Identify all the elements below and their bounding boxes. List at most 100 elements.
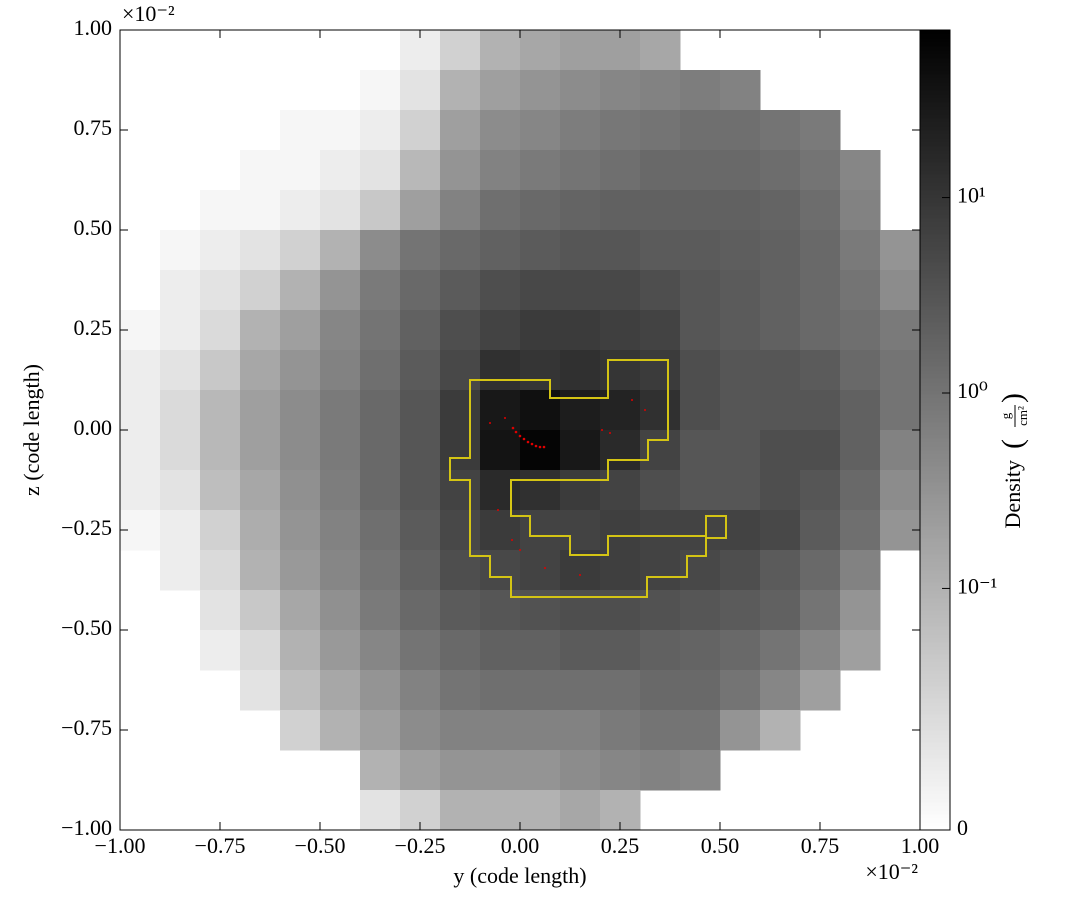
colorbar-strip (920, 802, 950, 807)
cell (600, 350, 641, 391)
cell (640, 430, 681, 471)
cell (640, 470, 681, 511)
cell (320, 190, 361, 231)
colorbar-strip (920, 686, 950, 691)
colorbar-strip (920, 414, 950, 419)
colorbar-strip (920, 318, 950, 323)
colorbar-strip (920, 730, 950, 735)
colorbar-strip (920, 30, 950, 35)
colorbar-strip (920, 822, 950, 827)
cell (840, 510, 881, 551)
cell (600, 110, 641, 151)
cell (320, 150, 361, 191)
cell (440, 190, 481, 231)
colorbar-strip (920, 510, 950, 515)
cell (520, 670, 561, 711)
cell (320, 350, 361, 391)
colorbar-strip (920, 466, 950, 471)
cell (440, 430, 481, 471)
cell (360, 150, 401, 191)
cell (760, 590, 801, 631)
cell (720, 470, 761, 511)
cell (600, 150, 641, 191)
cell (360, 510, 401, 551)
colorbar-strip (920, 226, 950, 231)
colorbar-strip (920, 366, 950, 371)
colorbar-strip (920, 150, 950, 155)
colorbar-strip (920, 770, 950, 775)
cell (280, 470, 321, 511)
colorbar-strip (920, 606, 950, 611)
cell (440, 470, 481, 511)
colorbar-strip (920, 142, 950, 147)
cell (160, 270, 201, 311)
colorbar-strip (920, 674, 950, 679)
colorbar-strip (920, 618, 950, 623)
cell (880, 430, 921, 471)
colorbar-strip (920, 798, 950, 803)
cell (680, 630, 721, 671)
cell (880, 270, 921, 311)
colorbar-strip (920, 346, 950, 351)
colorbar-strip (920, 474, 950, 479)
colorbar-strip (920, 630, 950, 635)
cell (760, 550, 801, 591)
colorbar-strip (920, 370, 950, 375)
colorbar-tick-label: 10⁻¹ (957, 573, 997, 598)
cell (520, 710, 561, 751)
cell (800, 350, 841, 391)
cell (320, 310, 361, 351)
colorbar-strip (920, 654, 950, 659)
cell (600, 710, 641, 751)
cell (200, 270, 241, 311)
colorbar-strip (920, 302, 950, 307)
cell (760, 630, 801, 671)
cell (800, 150, 841, 191)
colorbar-tick-label: 0 (957, 815, 968, 840)
cell (480, 190, 521, 231)
colorbar-strip (920, 234, 950, 239)
cell (440, 70, 481, 111)
cell (600, 390, 641, 431)
colorbar-strip (920, 54, 950, 59)
colorbar-strip (920, 774, 950, 779)
cell (640, 150, 681, 191)
colorbar-strip (920, 162, 950, 167)
cell (320, 270, 361, 311)
cell (880, 230, 921, 271)
colorbar-strip (920, 342, 950, 347)
y-tick-label: −1.00 (61, 815, 112, 840)
cell (720, 150, 761, 191)
cell (320, 510, 361, 551)
colorbar-strip (920, 158, 950, 163)
cell (320, 110, 361, 151)
x-tick-label: 0.50 (701, 833, 740, 858)
cell (280, 430, 321, 471)
colorbar-strip (920, 578, 950, 583)
cell (440, 590, 481, 631)
cell (800, 550, 841, 591)
cell (560, 790, 601, 831)
cell (120, 390, 161, 431)
colorbar-strip (920, 718, 950, 723)
cell (320, 470, 361, 511)
cell (240, 190, 281, 231)
cell (240, 550, 281, 591)
cell (480, 390, 521, 431)
cell (400, 390, 441, 431)
colorbar-strip (920, 114, 950, 119)
cell (400, 430, 441, 471)
colorbar-strip (920, 94, 950, 99)
cell (200, 310, 241, 351)
cell (480, 790, 521, 831)
colorbar-strip (920, 526, 950, 531)
cell (360, 190, 401, 231)
cell (840, 350, 881, 391)
colorbar-strip (920, 262, 950, 267)
colorbar-strip (920, 126, 950, 131)
cell (560, 310, 601, 351)
cell (520, 230, 561, 271)
colorbar-strip (920, 118, 950, 123)
cell (200, 350, 241, 391)
cell (560, 750, 601, 791)
